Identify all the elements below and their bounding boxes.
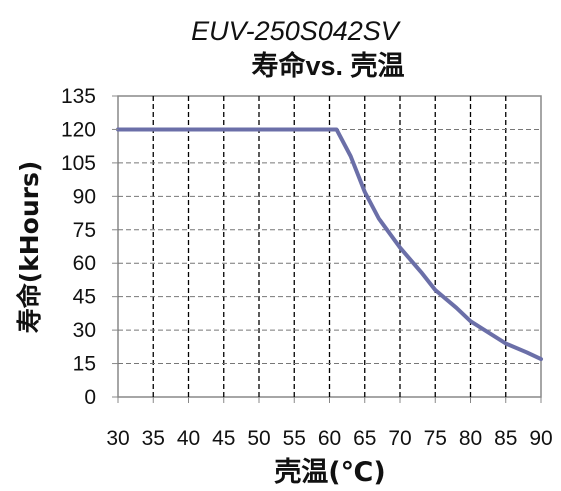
x-tick-label: 75 bbox=[424, 427, 447, 450]
lifetime-series-line bbox=[116, 127, 543, 362]
x-tick-label: 50 bbox=[247, 427, 270, 450]
x-tick-label: 65 bbox=[353, 427, 376, 450]
chart-title: EUV-250S042SV bbox=[191, 16, 402, 46]
y-axis-label: 寿命(kHours) bbox=[15, 161, 44, 334]
y-tick-labels: 0 15 30 45 60 75 90 105 120 135 bbox=[61, 85, 118, 409]
x-tick-label: 85 bbox=[494, 427, 517, 450]
y-tick-label: 15 bbox=[73, 353, 96, 376]
y-tick-label: 120 bbox=[61, 118, 96, 141]
x-tick-label: 45 bbox=[212, 427, 235, 450]
y-tick-label: 30 bbox=[73, 319, 96, 342]
x-tick-label: 55 bbox=[283, 427, 306, 450]
x-tick-label: 30 bbox=[106, 427, 129, 450]
plot-area bbox=[116, 95, 543, 398]
plot-frame bbox=[117, 95, 542, 398]
x-tick-label: 60 bbox=[318, 427, 341, 450]
y-tick-label: 0 bbox=[84, 386, 96, 409]
x-tick-label: 90 bbox=[529, 427, 552, 450]
x-tick-labels: 30 35 40 45 50 55 60 65 70 75 80 85 90 bbox=[106, 397, 553, 450]
y-tick-label: 105 bbox=[61, 152, 96, 175]
grid-lines bbox=[118, 96, 541, 397]
y-tick-label: 90 bbox=[73, 185, 96, 208]
y-tick-label: 45 bbox=[73, 286, 96, 309]
x-tick-label: 80 bbox=[459, 427, 482, 450]
y-tick-label: 135 bbox=[61, 85, 96, 108]
y-tick-label: 60 bbox=[73, 252, 96, 275]
x-tick-label: 35 bbox=[142, 427, 165, 450]
x-axis-label: 壳温(℃) bbox=[274, 457, 385, 488]
chart-subtitle: 寿命vs. 壳温 bbox=[251, 50, 404, 81]
y-tick-label: 75 bbox=[73, 219, 96, 242]
x-tick-label: 70 bbox=[388, 427, 411, 450]
x-tick-label: 40 bbox=[177, 427, 200, 450]
